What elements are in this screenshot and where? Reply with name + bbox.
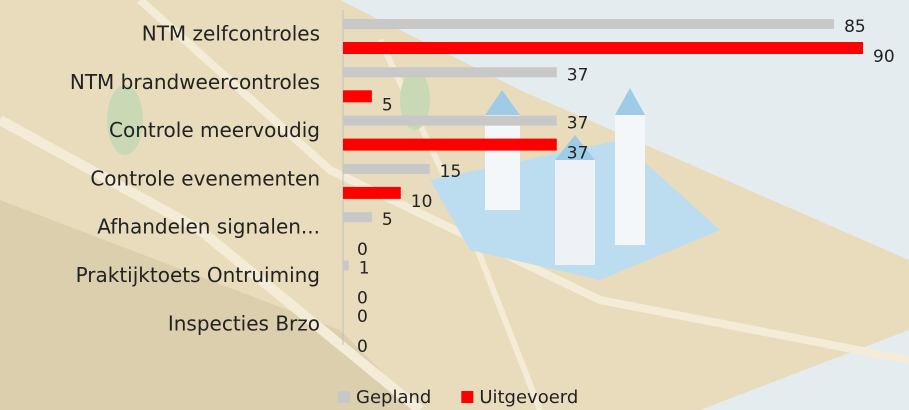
bar bbox=[343, 19, 835, 29]
legend: Gepland Uitgevoerd bbox=[338, 387, 578, 408]
value-label: 0 bbox=[357, 307, 368, 327]
legend-swatch bbox=[338, 391, 350, 403]
category-label: NTM brandweercontroles bbox=[70, 70, 320, 94]
bar bbox=[343, 163, 430, 174]
value-label: 37 bbox=[567, 65, 589, 85]
value-label: 1 bbox=[359, 259, 370, 279]
value-label: 5 bbox=[382, 95, 393, 115]
bar bbox=[343, 42, 863, 54]
bar bbox=[343, 260, 349, 271]
value-label: 0 bbox=[357, 337, 368, 357]
category-label: Afhandelen signalen... bbox=[97, 215, 320, 239]
bar bbox=[343, 138, 557, 151]
legend-label: Uitgevoerd bbox=[479, 387, 578, 408]
bar bbox=[343, 186, 401, 199]
value-label: 37 bbox=[567, 144, 589, 164]
value-label: 15 bbox=[440, 162, 462, 182]
bar bbox=[343, 67, 557, 78]
value-label: 85 bbox=[844, 17, 866, 37]
value-label: 90 bbox=[873, 47, 895, 67]
value-label: 0 bbox=[357, 240, 368, 260]
value-label: 5 bbox=[382, 210, 393, 230]
legend-swatch bbox=[461, 391, 474, 403]
value-label: 37 bbox=[567, 114, 589, 134]
category-label: Praktijktoets Ontruiming bbox=[76, 263, 320, 287]
value-label: 0 bbox=[357, 289, 368, 309]
legend-label: Gepland bbox=[356, 387, 431, 408]
bar bbox=[343, 115, 557, 126]
bar bbox=[343, 212, 372, 223]
value-label: 10 bbox=[411, 192, 433, 212]
category-label: Controle evenementen bbox=[90, 166, 320, 190]
category-label: Inspecties Brzo bbox=[168, 311, 320, 335]
bar bbox=[343, 90, 372, 103]
category-label: NTM zelfcontroles bbox=[142, 22, 320, 46]
category-label: Controle meervoudig bbox=[109, 118, 320, 142]
